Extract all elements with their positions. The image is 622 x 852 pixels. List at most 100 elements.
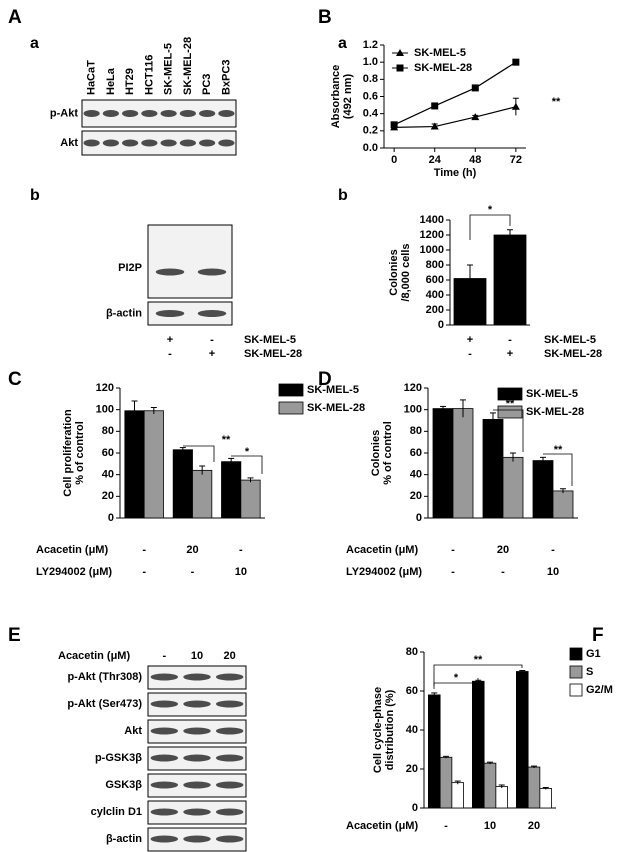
annotation: ** <box>222 434 231 446</box>
panel-label: b <box>30 187 40 204</box>
band <box>215 808 244 816</box>
lane-label: HT29 <box>124 68 136 95</box>
bar <box>432 408 454 519</box>
line <box>393 61 517 126</box>
legend-label: S <box>586 666 593 678</box>
y-tick-label: 120 <box>96 382 114 394</box>
band <box>215 835 244 843</box>
bar <box>471 680 485 809</box>
bar <box>427 694 441 809</box>
bar <box>539 788 552 809</box>
band <box>197 310 227 317</box>
lane-label: SK-MEL-5 <box>163 43 175 95</box>
legend-swatch <box>569 683 583 697</box>
row-label: p-Akt (Thr308) <box>67 671 142 683</box>
bar <box>527 766 541 809</box>
y-tick-label: 0.2 <box>363 125 378 137</box>
y-tick-label: 0 <box>438 319 444 331</box>
bar <box>451 782 465 809</box>
y-tick-label: 80 <box>102 425 114 437</box>
condition-mark: 20 <box>497 544 509 556</box>
band <box>215 673 244 681</box>
y-axis-label: (492 nm) <box>342 74 354 120</box>
band <box>102 139 119 147</box>
legend-swatch <box>569 665 583 679</box>
band <box>179 139 196 147</box>
band <box>141 110 158 117</box>
band <box>141 139 158 147</box>
condition-mark: - <box>239 544 243 556</box>
annotation: * <box>488 204 493 216</box>
row-label: β-actin <box>106 833 142 845</box>
row-label: p-Akt <box>50 107 78 119</box>
band <box>183 673 211 681</box>
bar <box>124 410 145 519</box>
legend-swatch <box>497 405 523 419</box>
condition-label: SK-MEL-28 <box>544 348 602 360</box>
band <box>183 754 211 762</box>
blot-frame <box>147 301 233 326</box>
marker <box>396 64 404 72</box>
band <box>150 700 179 708</box>
lane-label: 10 <box>191 650 203 662</box>
significance-bracket <box>433 664 523 686</box>
condition-label: SK-MEL-5 <box>544 334 596 346</box>
annotation: ** <box>552 96 561 108</box>
y-tick-label: 1200 <box>420 229 444 241</box>
band <box>183 808 211 816</box>
bar <box>483 762 497 809</box>
condition-label: LY294002 (μM) <box>36 566 112 578</box>
significance-bracket <box>183 445 215 462</box>
y-tick-label: 40 <box>410 469 422 481</box>
y-tick-label: 40 <box>406 724 418 736</box>
x-axis-label: Time (h) <box>434 167 477 179</box>
y-tick-label: 0 <box>416 512 422 524</box>
legend-swatch <box>569 647 583 661</box>
band <box>83 110 100 117</box>
annotation: ** <box>474 654 483 666</box>
condition-mark: + <box>209 348 215 360</box>
y-tick-label: 60 <box>410 447 422 459</box>
bar <box>439 756 453 809</box>
band <box>160 110 177 117</box>
lane-label: 20 <box>224 650 236 662</box>
annotation: ** <box>554 444 563 456</box>
band <box>150 781 179 789</box>
y-tick-label: 40 <box>102 469 114 481</box>
band <box>160 139 177 147</box>
band <box>150 835 179 843</box>
marker <box>431 102 439 110</box>
y-tick-label: 0 <box>412 802 418 814</box>
y-axis-label: Colonies <box>370 430 382 476</box>
legend-label: G2/M <box>586 684 613 696</box>
panel-label: b <box>338 187 348 204</box>
y-tick-label: 0.8 <box>363 73 378 85</box>
y-tick-label: 60 <box>102 447 114 459</box>
band <box>122 139 139 147</box>
marker <box>471 113 480 121</box>
lane-label: HaCaT <box>86 60 98 95</box>
y-tick-label: 0.6 <box>363 90 378 102</box>
band <box>150 754 179 762</box>
y-tick-label: 80 <box>406 646 418 658</box>
y-tick-label: 200 <box>426 304 444 316</box>
y-tick-label: 1.2 <box>363 39 378 51</box>
significance-bracket <box>469 214 511 240</box>
x-tick-label: 24 <box>429 154 442 166</box>
annotation: ** <box>506 398 515 410</box>
band <box>150 808 179 816</box>
panel-label: a <box>30 35 39 52</box>
condition-label: Acacetin (μM) <box>346 820 418 832</box>
marker <box>390 121 398 129</box>
band <box>150 727 179 735</box>
lane-label: BxPC3 <box>220 60 232 95</box>
line <box>394 106 517 128</box>
condition-mark: - <box>468 348 472 360</box>
y-tick-label: 120 <box>404 382 422 394</box>
bar <box>495 786 509 809</box>
band <box>218 110 235 117</box>
condition-mark: 20 <box>528 820 540 832</box>
condition-mark: - <box>551 544 555 556</box>
marker <box>471 84 479 92</box>
